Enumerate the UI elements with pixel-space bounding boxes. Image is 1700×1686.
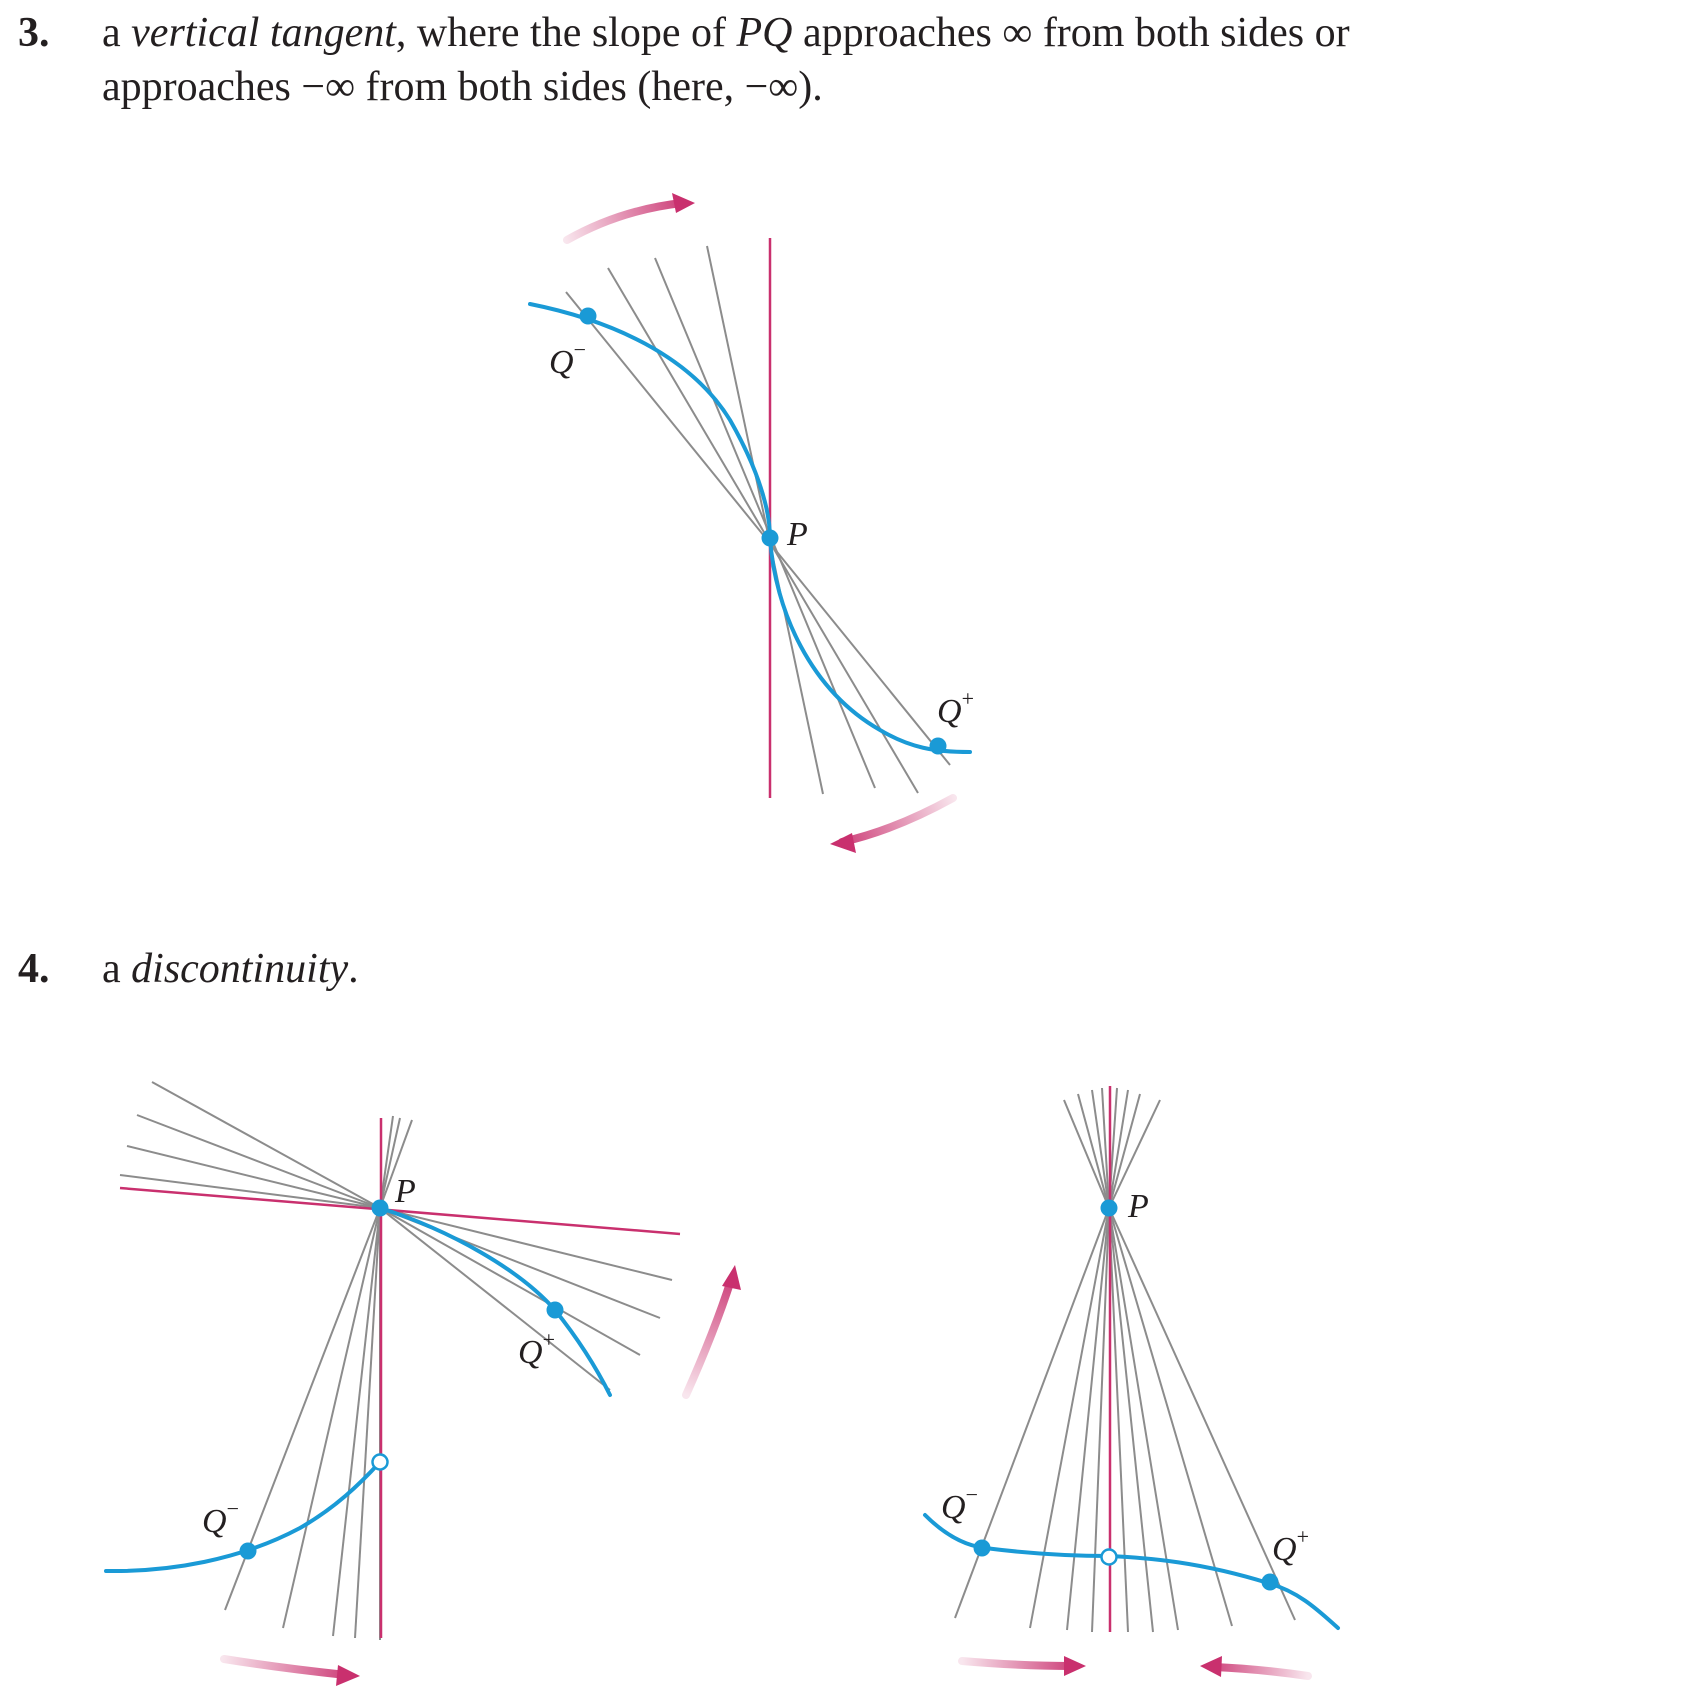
- rotation-arrow-upper: [563, 199, 686, 244]
- label-p: P: [786, 516, 808, 553]
- label-q-plus: Q+: [518, 1327, 555, 1371]
- item-4-number: 4.: [18, 946, 50, 992]
- item-3-pq: PQ: [736, 10, 793, 56]
- item-3-post-b: approaches ∞ from both sides or: [792, 10, 1350, 56]
- figure-vertical-tangent: Q− P Q+: [528, 193, 974, 853]
- point-p: [761, 529, 779, 547]
- item-3-text: a vertical tangent, where the slope of P…: [102, 6, 1350, 114]
- figure-discontinuity-left: P Q+ Q−: [104, 1081, 741, 1686]
- label-q-minus: Q−: [941, 1482, 978, 1526]
- item-3-pre: a: [102, 10, 132, 56]
- rotation-arrow-lower: [838, 794, 957, 846]
- open-point: [1100, 1548, 1118, 1566]
- point-p: [1100, 1199, 1118, 1217]
- arrowhead-icon: [830, 833, 856, 853]
- point-p: [371, 1199, 389, 1217]
- item-3-number: 3.: [18, 10, 50, 56]
- curve: [528, 302, 972, 754]
- rotation-arrow-right: [682, 1276, 735, 1399]
- point-q-minus: [239, 1542, 257, 1560]
- point-q-plus: [546, 1301, 564, 1319]
- arrowhead-icon: [722, 1265, 741, 1290]
- secant-lines-upper: [119, 1081, 673, 1391]
- arrowhead-icon: [1200, 1656, 1222, 1677]
- figure-discontinuity-right: P Q− Q+: [923, 1086, 1340, 1680]
- curve-left-branch: [104, 1460, 382, 1574]
- point-q-minus: [579, 307, 597, 325]
- arrowhead-icon: [1064, 1656, 1086, 1676]
- item-4-emphasis: discontinuity: [131, 946, 349, 992]
- secant-lines: [565, 245, 951, 795]
- item-4-text: a discontinuity.: [102, 942, 359, 996]
- label-p: P: [394, 1173, 416, 1210]
- item-4-pre: a: [102, 946, 132, 992]
- label-q-plus: Q+: [937, 686, 974, 730]
- item-3-line-2: approaches −∞ from both sides (here, −∞)…: [102, 64, 823, 110]
- label-q-minus: Q−: [549, 337, 586, 381]
- point-q-minus: [973, 1539, 991, 1557]
- arrowhead-icon: [336, 1665, 360, 1686]
- curve-right-branch: [378, 1206, 612, 1397]
- one-sided-tangent-horizontal: [119, 1186, 681, 1236]
- arrowhead-icon: [672, 193, 695, 213]
- item-3-post-a: , where the slope of: [395, 10, 737, 56]
- secant-lines-lower: [224, 1115, 413, 1640]
- point-q-plus: [929, 737, 947, 755]
- open-point: [371, 1453, 389, 1471]
- label-q-plus: Q+: [1272, 1524, 1309, 1568]
- point-q-plus: [1261, 1573, 1279, 1591]
- item-4-post: .: [348, 946, 359, 992]
- label-p: P: [1127, 1188, 1149, 1225]
- rotation-arrow-bottom: [220, 1655, 350, 1679]
- item-3-line-1: a vertical tangent, where the slope of P…: [102, 6, 1350, 60]
- rotation-arrow-bottom-left: [958, 1657, 1076, 1670]
- label-q-minus: Q−: [202, 1496, 239, 1540]
- rotation-arrow-bottom-right: [1210, 1663, 1312, 1680]
- secant-lines: [954, 1087, 1296, 1633]
- item-3-emphasis: vertical tangent: [131, 10, 396, 56]
